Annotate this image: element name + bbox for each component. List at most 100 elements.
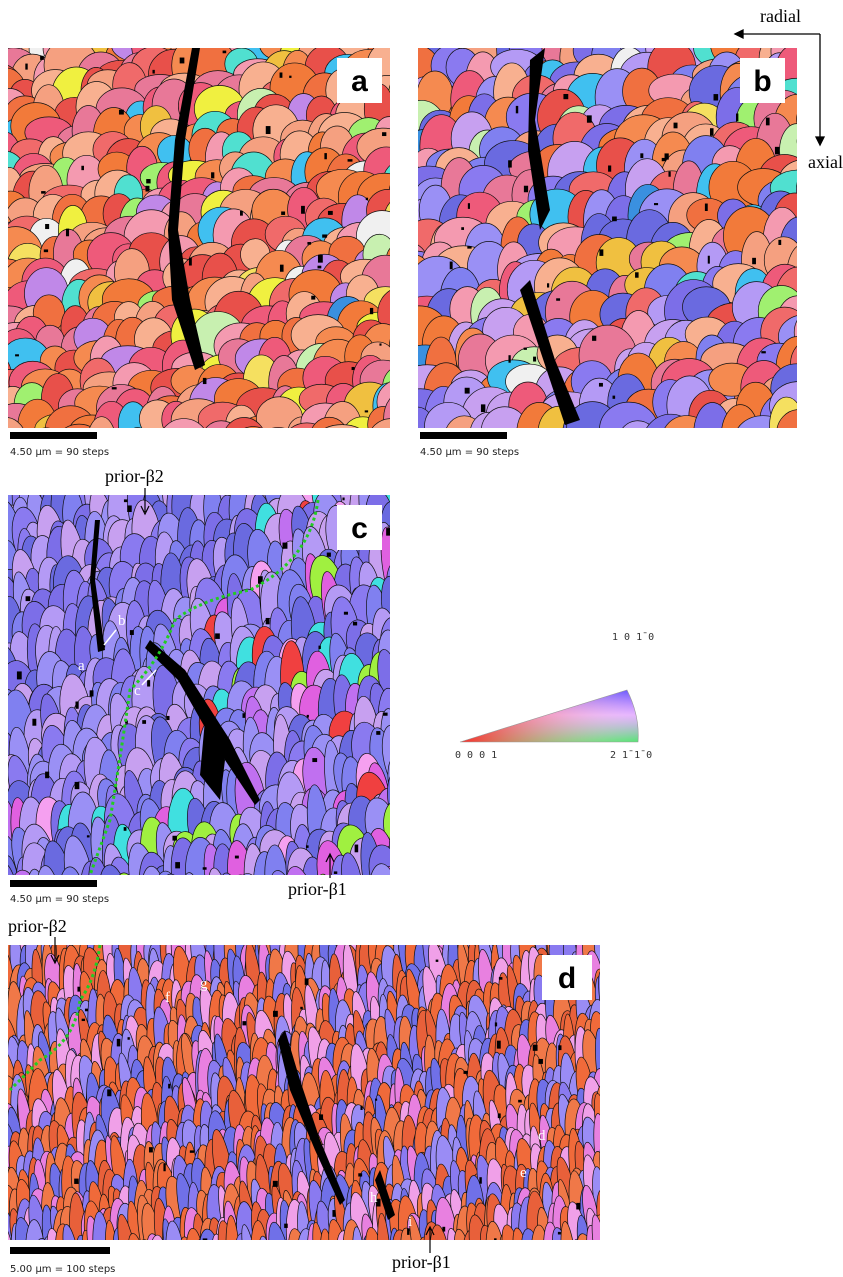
pore (563, 94, 568, 99)
grain (363, 441, 394, 498)
arrowhead (816, 137, 824, 145)
panel-label: b (753, 65, 771, 98)
pore (240, 211, 243, 216)
pore (211, 172, 214, 178)
pore (180, 58, 185, 64)
grain (272, 10, 305, 41)
pore (305, 978, 309, 985)
grain (0, 722, 9, 786)
grain (0, 435, 42, 496)
grain (20, 5, 73, 55)
grain (389, 159, 423, 214)
pore (117, 1039, 121, 1047)
pore (344, 612, 348, 615)
grain (347, 8, 393, 43)
grain (217, 10, 264, 45)
pore (382, 132, 386, 136)
pore (74, 1179, 78, 1184)
grain (381, 883, 409, 940)
grain (301, 0, 353, 52)
pore (149, 1147, 153, 1152)
pore (25, 64, 27, 70)
pore (75, 782, 80, 789)
grain (178, 871, 211, 954)
grain (422, 0, 464, 52)
grain (83, 883, 115, 939)
grain (815, 270, 843, 329)
pore (752, 258, 756, 264)
grain (812, 34, 843, 77)
pore (273, 1011, 278, 1017)
grain (0, 11, 38, 54)
grain (70, 880, 109, 931)
grain (629, 4, 676, 41)
pore (235, 856, 239, 859)
pore (508, 160, 512, 167)
legend-label: 2 1̄ 1̄ 0 (610, 750, 652, 761)
grain (386, 1, 421, 39)
grain (63, 8, 113, 45)
grain (0, 320, 4, 368)
grain (232, 427, 274, 467)
pore (306, 845, 309, 848)
grain (204, 866, 238, 947)
grain (187, 877, 221, 940)
pore (353, 622, 357, 626)
pore (242, 713, 245, 718)
grain (0, 386, 1, 430)
orientation-label: axial (808, 152, 843, 172)
grain (15, 0, 53, 46)
grain (0, 99, 4, 131)
pore (558, 1232, 561, 1235)
grain (256, 1235, 275, 1277)
grain (390, 604, 427, 661)
pore (130, 630, 134, 635)
scale-text: 4.50 µm = 90 steps (10, 447, 109, 458)
grain (509, 890, 532, 951)
grain (226, 874, 261, 944)
pore (376, 731, 380, 735)
pore (370, 308, 373, 314)
grain (378, 450, 420, 485)
pore (778, 240, 781, 245)
pore (172, 836, 176, 841)
pore (312, 758, 317, 762)
grain (598, 1154, 627, 1230)
legend: 1 0 1̄ 0 0 0 0 1 2 1̄ 1̄ 0 (455, 632, 654, 761)
grain (352, 901, 373, 950)
pore (289, 76, 291, 78)
marker: g (200, 976, 208, 992)
pore (282, 543, 287, 549)
grain (111, 871, 144, 930)
pore (556, 298, 560, 300)
pore (587, 115, 592, 122)
grain-maps (0, 0, 843, 1277)
pore (516, 106, 518, 113)
pore (284, 1224, 288, 1228)
grain (600, 1213, 621, 1272)
grain (136, 1239, 158, 1277)
grain (0, 543, 8, 610)
pore (203, 1238, 208, 1241)
grain (252, 881, 292, 944)
grain (395, 455, 427, 527)
pore (334, 871, 337, 874)
grain (777, 410, 822, 458)
grain (424, 883, 443, 955)
grain (589, 437, 643, 474)
grain (588, 1214, 614, 1277)
grain (645, 435, 698, 485)
pore (375, 1099, 377, 1101)
grain (0, 13, 11, 47)
pore (365, 410, 368, 412)
pore (547, 283, 549, 287)
grain (654, 12, 686, 47)
pore (44, 249, 48, 252)
pore (524, 348, 527, 350)
pore (32, 719, 36, 726)
pore (358, 1173, 362, 1176)
grain (0, 1105, 9, 1177)
pore (45, 224, 49, 229)
grain (217, 871, 243, 920)
grain (280, 423, 333, 475)
